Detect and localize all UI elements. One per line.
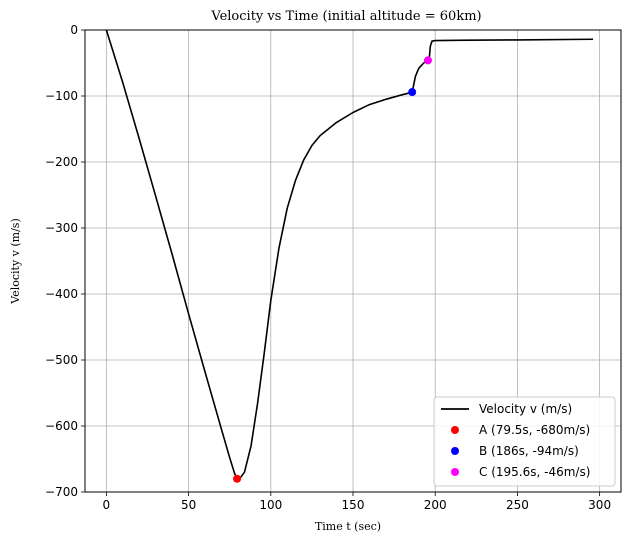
y-tick-label: 0 xyxy=(70,23,78,37)
y-tick-label: −600 xyxy=(45,419,78,433)
legend-label: A (79.5s, -680m/s) xyxy=(479,423,590,437)
point-c xyxy=(423,56,432,65)
y-axis-label: Velocity v (m/s) xyxy=(9,218,22,304)
x-axis-label: Time t (sec) xyxy=(315,520,381,533)
plot-area xyxy=(105,29,594,483)
legend-box xyxy=(433,396,616,487)
legend-label: Velocity v (m/s) xyxy=(479,402,572,416)
chart-title: Velocity vs Time (initial altitude = 60k… xyxy=(210,9,481,24)
y-tick-label: −200 xyxy=(45,155,78,169)
legend-marker-swatch xyxy=(451,426,459,434)
legend-marker-swatch xyxy=(451,447,459,455)
y-tick-label: −300 xyxy=(45,221,78,235)
y-tick-label: −700 xyxy=(45,485,78,499)
x-tick-label: 100 xyxy=(259,498,282,512)
x-tick-label: 0 xyxy=(103,498,111,512)
x-tick-label: 250 xyxy=(506,498,529,512)
legend-label: B (186s, -94m/s) xyxy=(479,444,579,458)
y-tick-label: −100 xyxy=(45,89,78,103)
x-tick-label: 300 xyxy=(588,498,611,512)
legend: Velocity v (m/s) A (79.5s, -680m/s) B (186… xyxy=(433,396,616,487)
y-tick-label: −500 xyxy=(45,353,78,367)
legend-marker-swatch xyxy=(451,468,459,476)
legend-label: C (195.6s, -46m/s) xyxy=(479,465,590,479)
x-tick-label: 50 xyxy=(181,498,196,512)
x-tick-label: 200 xyxy=(424,498,447,512)
y-tick-label: −400 xyxy=(45,287,78,301)
point-b xyxy=(408,88,417,97)
x-tick-label: 150 xyxy=(342,498,365,512)
axes-frame xyxy=(84,29,622,493)
point-a xyxy=(233,474,242,483)
axis-ticks: 0 50 100 150 200 250 300 0 −100 −200 −300 −400 −500 −… xyxy=(45,23,611,512)
